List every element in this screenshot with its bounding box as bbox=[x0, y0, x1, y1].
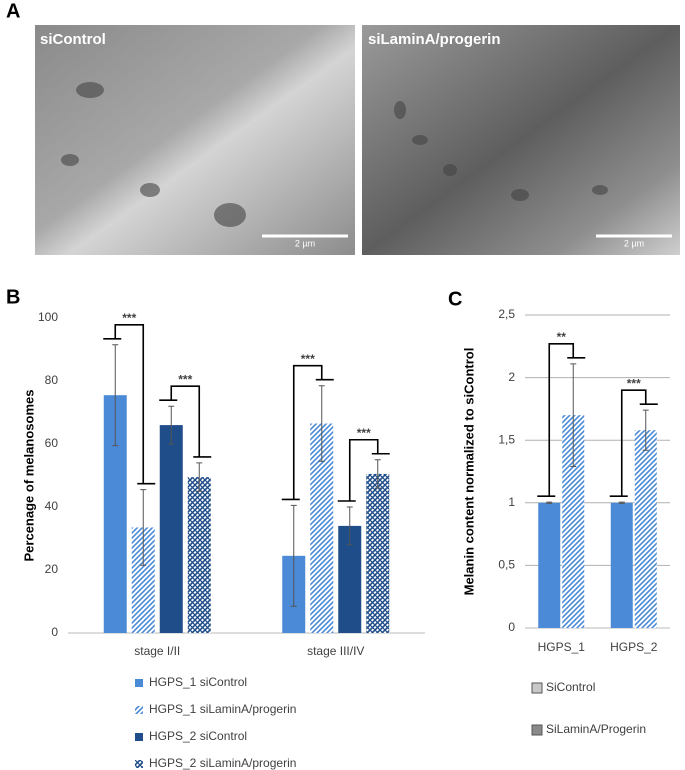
bar bbox=[131, 527, 155, 633]
y-tick-label: 80 bbox=[45, 373, 59, 387]
bar bbox=[103, 395, 127, 633]
error-bar bbox=[168, 405, 175, 445]
bar bbox=[338, 525, 362, 633]
micrograph bbox=[35, 25, 355, 255]
significance-bracket bbox=[609, 389, 658, 497]
micrograph bbox=[362, 25, 680, 255]
bar bbox=[310, 423, 334, 633]
legend-swatch bbox=[531, 682, 543, 694]
micrograph-label: siControl bbox=[40, 31, 106, 48]
scale-label: 2 µm bbox=[624, 238, 644, 248]
error-bar bbox=[642, 409, 649, 451]
error-bar bbox=[346, 506, 353, 546]
legend-swatch bbox=[135, 760, 143, 768]
scale-label: 2 µm bbox=[295, 238, 315, 248]
micrograph-label: siLaminA/progerin bbox=[368, 31, 501, 48]
error-bar bbox=[112, 344, 119, 447]
y-tick-label: 1,5 bbox=[498, 432, 515, 446]
bar bbox=[634, 430, 657, 628]
bar bbox=[366, 473, 390, 633]
significance-bracket bbox=[103, 323, 156, 485]
significance-label: *** bbox=[627, 376, 641, 390]
legend-swatch bbox=[135, 679, 143, 687]
y-tick-label: 0 bbox=[51, 625, 58, 639]
significance-label: ** bbox=[557, 330, 567, 344]
panel-label: B bbox=[6, 286, 20, 308]
bar bbox=[538, 502, 561, 628]
error-bar bbox=[290, 504, 297, 607]
error-bar bbox=[196, 462, 203, 492]
x-tick-label: stage I/II bbox=[134, 644, 180, 658]
significance-label: *** bbox=[301, 352, 315, 366]
y-axis-label: Percenage of melanosomes bbox=[21, 390, 36, 562]
significance-label: *** bbox=[357, 426, 371, 440]
panel-label: A bbox=[6, 0, 20, 22]
error-bar bbox=[618, 501, 625, 504]
error-bar bbox=[318, 385, 325, 462]
texture bbox=[61, 82, 608, 227]
error-bar bbox=[374, 459, 381, 489]
significance-label: *** bbox=[122, 311, 136, 325]
bar bbox=[562, 415, 585, 628]
legend-label: SiLaminA/Progerin bbox=[546, 722, 646, 736]
x-tick-label: stage III/IV bbox=[307, 644, 364, 658]
y-tick-label: 40 bbox=[45, 499, 59, 513]
legend-swatch bbox=[135, 706, 143, 714]
bar bbox=[610, 502, 633, 628]
y-tick-label: 60 bbox=[45, 436, 59, 450]
y-tick-label: 0,5 bbox=[498, 558, 515, 572]
error-bar bbox=[546, 501, 553, 504]
y-tick-label: 100 bbox=[38, 310, 58, 324]
bar bbox=[187, 477, 211, 633]
significance-bracket bbox=[159, 385, 212, 458]
legend-label: HGPS_1 siLaminA/progerin bbox=[149, 702, 296, 716]
x-tick-label: HGPS_1 bbox=[538, 640, 586, 654]
legend-label: HGPS_2 siControl bbox=[149, 729, 247, 743]
legend-label: HGPS_1 siControl bbox=[149, 675, 247, 689]
error-bar bbox=[570, 363, 577, 467]
legend-swatch bbox=[531, 724, 543, 736]
error-bar bbox=[140, 489, 147, 566]
significance-bracket bbox=[537, 343, 586, 497]
y-tick-label: 2,5 bbox=[498, 307, 515, 321]
legend-label: HGPS_2 siLaminA/progerin bbox=[149, 756, 296, 770]
significance-label: *** bbox=[178, 372, 192, 386]
significance-bracket bbox=[337, 438, 390, 502]
y-tick-label: 20 bbox=[45, 562, 59, 576]
bar bbox=[159, 425, 183, 633]
y-tick-label: 0 bbox=[508, 620, 515, 634]
y-axis-label: Melanin content normalized to siControl bbox=[461, 348, 476, 596]
y-tick-label: 1 bbox=[508, 495, 515, 509]
significance-bracket bbox=[281, 364, 334, 501]
legend-swatch bbox=[135, 733, 143, 741]
panel-label: C bbox=[448, 288, 462, 310]
x-tick-label: HGPS_2 bbox=[610, 640, 658, 654]
y-tick-label: 2 bbox=[508, 370, 515, 384]
legend-label: SiControl bbox=[546, 680, 595, 694]
